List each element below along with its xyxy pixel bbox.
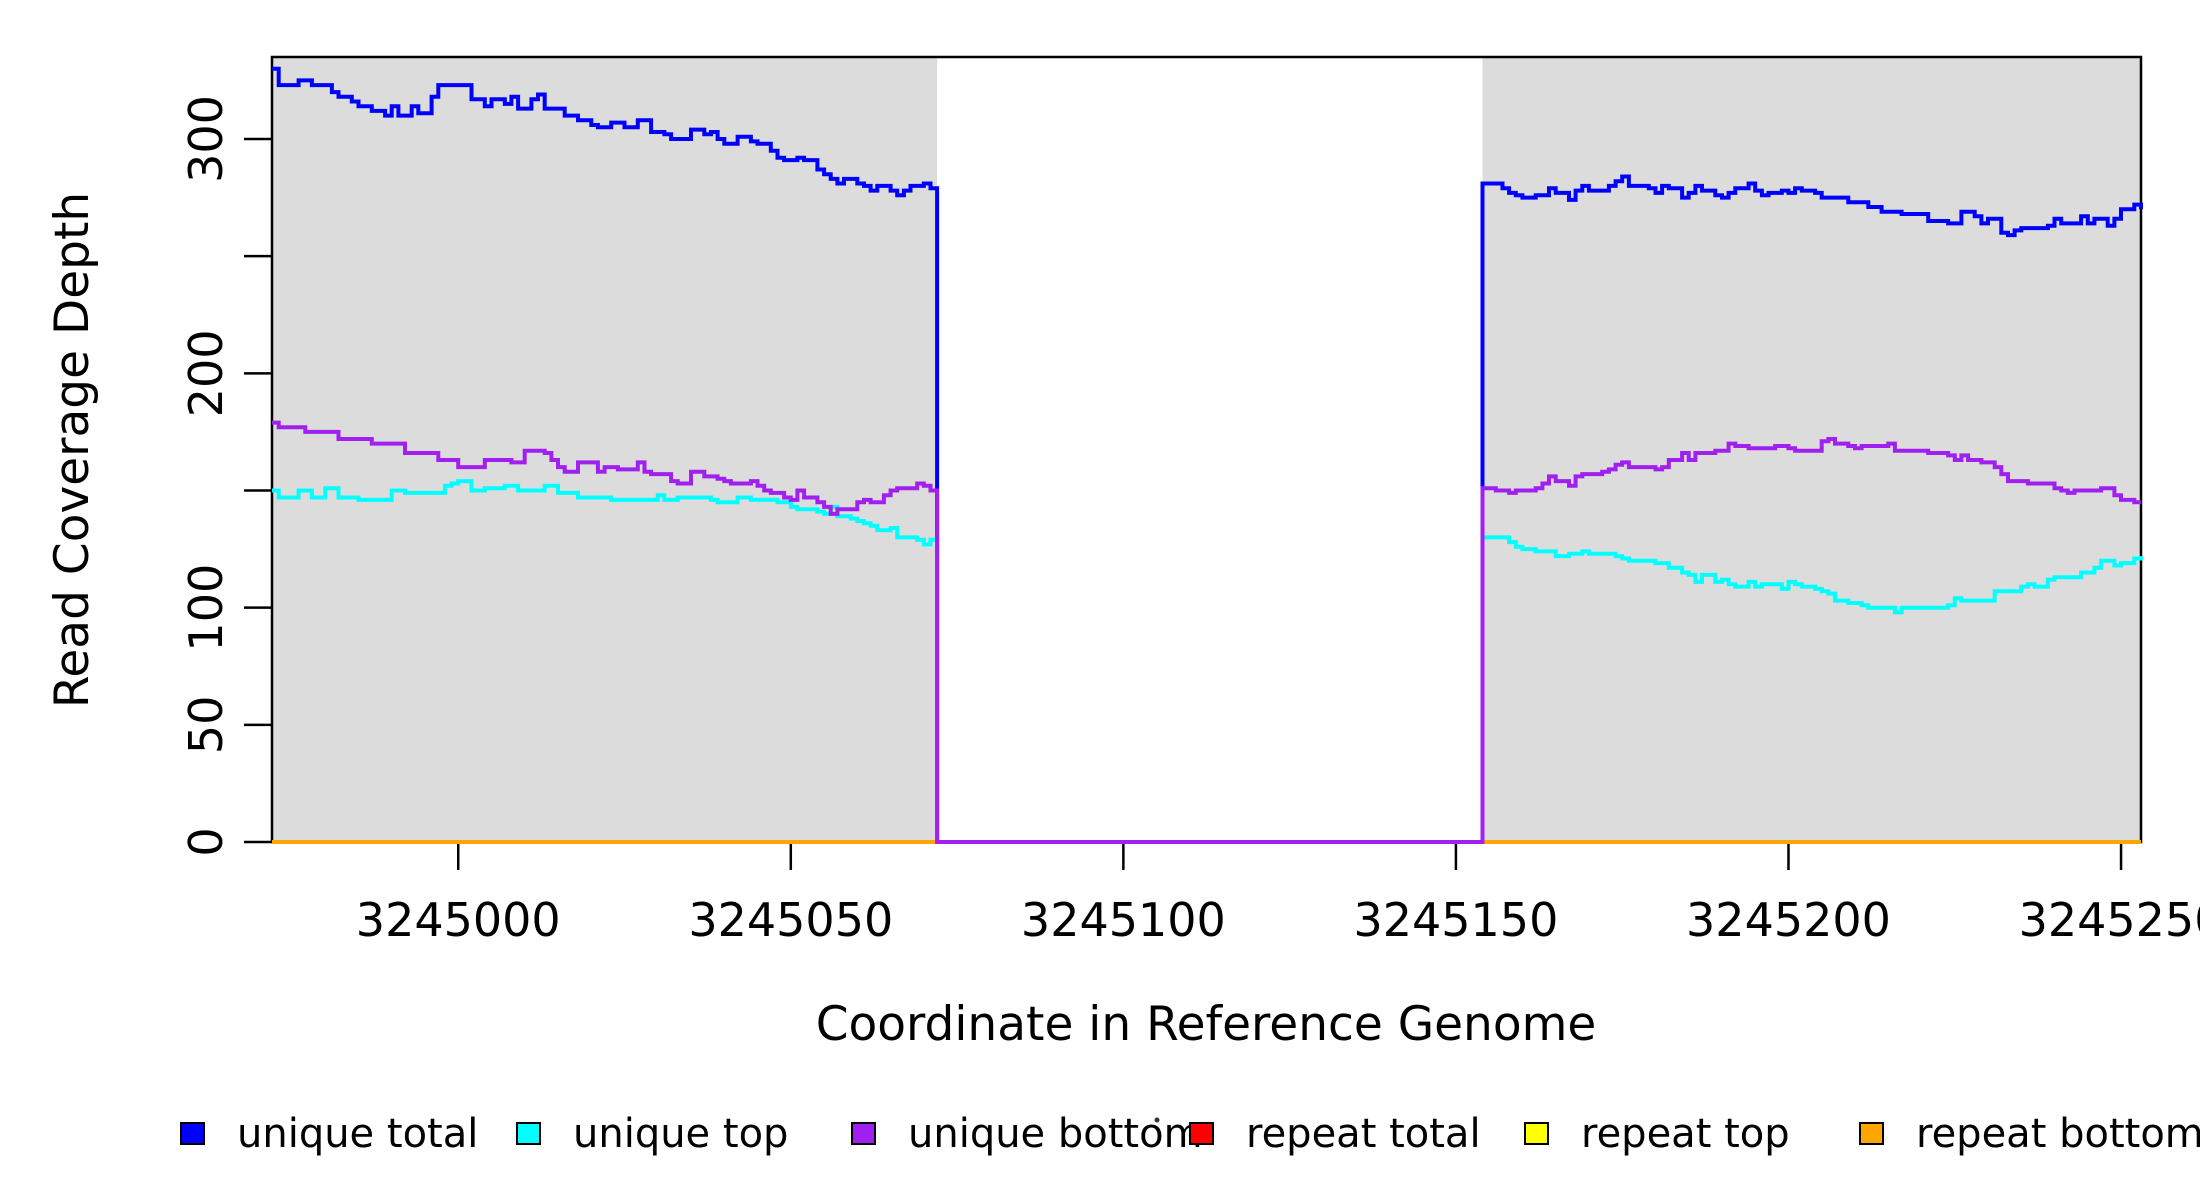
x-tick-label: 3245100 [1021, 893, 1226, 947]
x-tick-label: 3245200 [1686, 893, 1891, 947]
y-tick-label: 50 [179, 696, 233, 755]
series-path-unique-bottom [272, 420, 2141, 844]
legend-swatch-repeat-top [1524, 1122, 1549, 1145]
legend-swatch-unique-bottom [851, 1122, 876, 1145]
y-tick-label: 300 [179, 95, 233, 183]
legend-swatch-repeat-bottom [1859, 1122, 1884, 1145]
legend-item: repeat total [1189, 1111, 1481, 1157]
legend-swatch-repeat-total [1189, 1122, 1214, 1145]
y-tick-label: 0 [179, 827, 233, 856]
legend: unique total unique top unique bottom repea… [180, 1111, 2200, 1157]
legend-item: unique total [180, 1111, 478, 1157]
legend-label: repeat bottom [1916, 1111, 2200, 1157]
x-tick-label: 3245050 [688, 893, 893, 947]
legend-item: repeat bottom [1859, 1111, 2200, 1157]
y-axis-title: Read Coverage Depth [45, 192, 100, 708]
series-path-unique-top [272, 479, 2143, 844]
legend-label: repeat total [1246, 1111, 1481, 1157]
x-axis-title: Coordinate in Reference Genome [816, 997, 1597, 1052]
legend-item: unique bottom [851, 1111, 1203, 1157]
legend-item: unique top [516, 1111, 788, 1157]
legend-label: unique total [237, 1111, 478, 1157]
legend-label: repeat top [1581, 1111, 1790, 1157]
legend-swatch-unique-total [180, 1122, 205, 1145]
stray-dot [1154, 1117, 1160, 1123]
legend-swatch-unique-top [516, 1122, 541, 1145]
legend-label: unique bottom [908, 1111, 1203, 1157]
y-tick-label: 100 [179, 564, 233, 652]
legend-label: unique top [573, 1111, 788, 1157]
legend-item: repeat top [1524, 1111, 1790, 1157]
x-tick-label: 3245150 [1353, 893, 1558, 947]
plot-layers: 3245000 3245050 3245100 3245150 3245200 32452… [179, 55, 2200, 947]
x-tick-label: 3245000 [356, 893, 561, 947]
y-tick-label: 200 [179, 329, 233, 417]
shaded-region [272, 57, 938, 842]
